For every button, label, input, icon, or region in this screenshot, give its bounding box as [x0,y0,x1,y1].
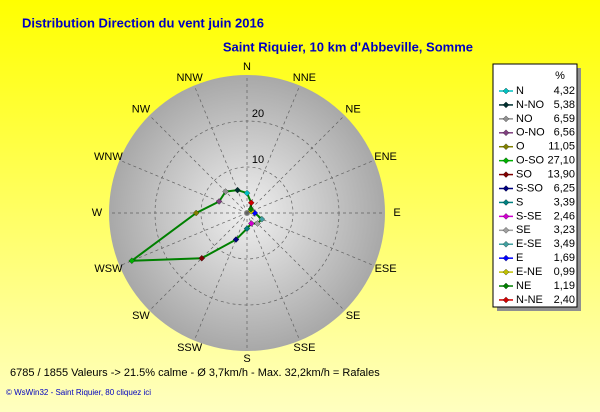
legend-value: 4,32 [554,85,575,97]
legend-value: 3,39 [554,196,575,208]
legend-marker [502,296,510,304]
spoke [246,212,375,267]
spoke [193,212,248,341]
direction-label: ESE [375,263,397,275]
direction-label: SSE [293,342,315,354]
legend-label: N-NO [516,99,545,111]
spoke [149,212,248,311]
wind-marker [128,257,136,264]
legend-value: 6,25 [554,182,575,194]
wind-marker [254,220,261,227]
spoke [246,115,345,214]
chart-subtitle: Saint Riquier, 10 km d'Abbeville, Somme [223,39,473,54]
legend-label: S-SO [516,182,543,194]
direction-label: W [92,207,103,219]
legend-marker [502,157,510,164]
direction-label: NNE [293,72,316,84]
credit-link[interactable]: © WsWin32 - Saint Riquier, 80 cliquez ic… [6,388,151,397]
wind-marker [198,254,206,262]
legend-marker [502,115,510,123]
legend-value: 11,05 [548,141,575,153]
spoke [119,212,248,267]
legend-value: 2,40 [554,294,575,306]
spoke [149,115,248,214]
direction-label: SSW [177,342,203,354]
legend-label: SE [516,224,531,236]
wind-marker [222,188,229,195]
r-tick-label: 20 [252,108,264,120]
legend-value: 3,23 [554,224,575,236]
direction-label: ENE [374,151,397,163]
wind-marker [248,199,255,207]
legend-marker [502,282,510,290]
spoke [246,212,301,341]
direction-label: NE [345,104,360,116]
legend-marker [502,227,510,234]
direction-label: SE [346,310,361,322]
direction-label: S [243,353,250,365]
legend-value: 3,49 [554,238,575,250]
legend-marker [502,171,510,178]
legend-marker [502,199,510,206]
legend-value: 6,56 [554,127,575,139]
legend-value: 1,69 [554,252,575,264]
legend-marker [502,185,510,192]
legend-label: S [516,196,523,208]
legend-value: 5,38 [554,99,575,111]
legend-label: SO [516,168,532,180]
wind-marker [243,189,251,197]
spoke [246,159,375,214]
wind-marker [247,205,255,213]
wind-marker [258,215,266,223]
legend-marker [502,101,510,109]
direction-label: E [393,207,400,219]
spoke [193,85,248,214]
direction-label: WNW [94,151,123,163]
wind-marker [215,198,223,205]
wind-marker [234,186,241,194]
legend-label: S-SE [516,210,542,222]
legend-value: 2,46 [554,210,575,222]
chart-title: Distribution Direction du vent juin 2016 [22,15,264,30]
legend-value: 1,19 [554,280,575,292]
legend-marker [502,268,510,276]
wind-marker [243,225,251,232]
legend-label: NE [516,280,531,292]
legend-label: NO [516,113,533,125]
legend-label: N [516,85,524,97]
legend-label: O-SO [516,155,545,167]
spoke [119,159,248,214]
legend-marker [502,87,510,95]
legend-label: O-NO [516,127,545,139]
legend-marker [502,143,510,150]
direction-label: N [243,61,251,73]
legend-label: E-NE [516,266,542,278]
direction-label: WSW [94,263,123,275]
legend-label: N-NE [516,294,543,306]
legend-label: E-SE [516,238,542,250]
legend-value: 27,10 [547,155,575,167]
wind-marker [192,209,200,217]
wind-marker [232,236,240,243]
legend-marker [502,129,510,137]
r-tick-label: 10 [252,154,264,166]
legend-value: 6,59 [554,113,575,125]
legend-label: E [516,252,523,264]
legend-marker [502,241,510,248]
legend-marker [502,213,510,220]
footer: 6785 / 1855 Valeurs -> 21.5% calme - Ø 3… [10,367,380,379]
legend-marker [502,254,510,262]
grid-ring [200,166,294,260]
legend-label: O [516,141,525,153]
direction-label: NNW [176,72,203,84]
spoke [246,212,345,311]
spoke [246,85,301,214]
legend-header: % [555,70,565,82]
legend-value: 13,90 [547,168,575,180]
legend-value: 0,99 [554,266,575,278]
direction-label: SW [132,310,150,322]
direction-label: NW [132,104,151,116]
wind-marker [248,220,255,227]
